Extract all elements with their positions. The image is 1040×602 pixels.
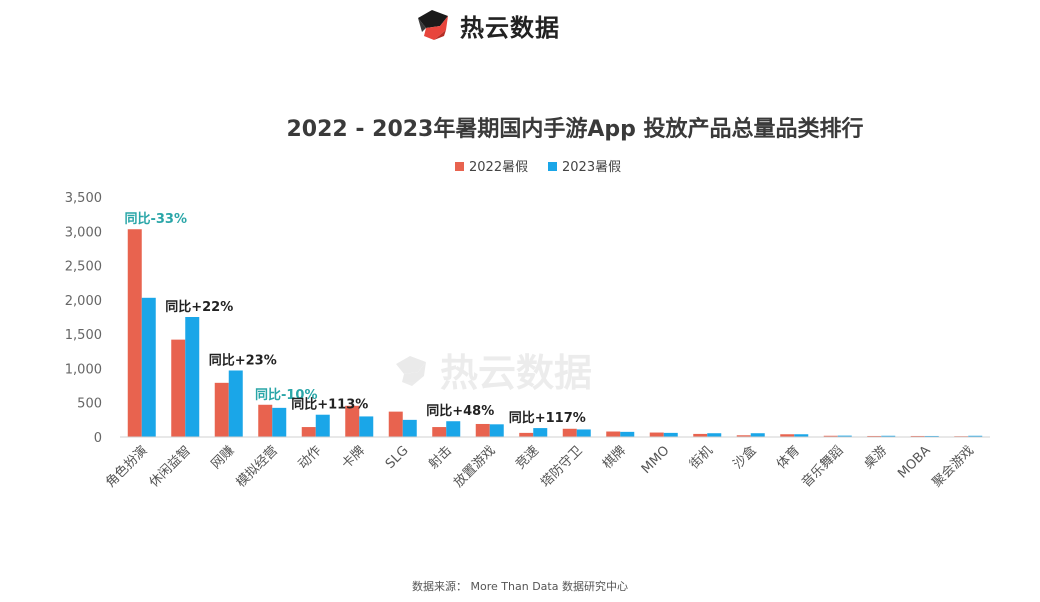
logo-text: 热云数据 xyxy=(460,13,560,42)
x-category-label: 射击 xyxy=(425,443,455,473)
bar-2022 xyxy=(736,435,751,437)
bar-2023 xyxy=(402,419,417,437)
y-tick-label: 1,500 xyxy=(65,328,102,343)
yoy-annotation: 同比-10% xyxy=(255,387,318,403)
annotations-group: 同比-33% 同比+22% 同比+23% 同比-10%同比+113% 同比+48% 同比+… xyxy=(124,211,585,426)
source-note: 数据来源： More Than Data 数据研究中心 xyxy=(412,580,628,593)
x-category-label: 卡牌 xyxy=(338,443,368,473)
x-category-label: 塔防守卫 xyxy=(537,443,585,491)
legend-label-1: 2022暑假 xyxy=(469,160,528,175)
bar-2022 xyxy=(780,434,795,437)
bar-2023 xyxy=(489,424,504,437)
bar-2022 xyxy=(910,435,925,437)
x-category-label: 休闲益智 xyxy=(147,443,194,490)
x-category-label: 放置游戏 xyxy=(451,443,498,490)
bar-2023 xyxy=(185,317,200,437)
yoy-annotation: 同比+23% xyxy=(209,352,277,368)
y-tick-label: 0 xyxy=(94,431,102,446)
yoy-annotation: 同比+22% xyxy=(165,299,233,315)
x-category-label: 动作 xyxy=(296,443,325,472)
bar-2022 xyxy=(127,229,142,437)
bar-2022 xyxy=(171,339,186,437)
legend-swatch-2 xyxy=(548,162,557,171)
bar-2023 xyxy=(228,370,243,437)
logo-icon xyxy=(418,10,448,40)
watermark-text: 热云数据 xyxy=(440,351,592,395)
bar-2023 xyxy=(446,421,461,437)
y-tick-label: 500 xyxy=(77,397,102,412)
bar-2022 xyxy=(258,404,273,437)
yoy-annotation: 同比+117% xyxy=(509,410,586,426)
bar-2022 xyxy=(519,432,534,437)
y-tick-label: 3,000 xyxy=(65,225,102,240)
bar-2023 xyxy=(881,435,896,437)
bar-2022 xyxy=(301,427,316,437)
x-category-label: 网赚 xyxy=(208,443,238,473)
bar-2023 xyxy=(576,429,591,437)
yoy-annotation: 同比+113% xyxy=(291,397,368,413)
bar-2023 xyxy=(272,407,287,437)
bar-2022 xyxy=(214,382,229,437)
y-tick-label: 3,500 xyxy=(65,191,102,206)
bar-2023 xyxy=(620,431,635,437)
x-category-label: MOBA xyxy=(895,443,933,481)
chart-legend: 2022暑假 2023暑假 xyxy=(455,160,621,175)
y-tick-label: 2,000 xyxy=(65,294,102,309)
x-category-label: 音乐舞蹈 xyxy=(798,443,846,491)
x-category-label: 聚会游戏 xyxy=(930,443,977,490)
bar-2022 xyxy=(606,431,621,437)
bar-2023 xyxy=(533,428,548,437)
bar-2023 xyxy=(663,432,678,437)
x-category-label: 桌游 xyxy=(861,443,890,472)
watermark: 热云数据 xyxy=(396,351,592,395)
y-axis: 0 500 1,000 1,500 2,000 2,500 3,000 3,500 xyxy=(65,191,102,446)
bar-2023 xyxy=(359,416,374,437)
x-category-label: 角色扮演 xyxy=(102,443,150,491)
x-category-label: 竞速 xyxy=(512,443,542,473)
x-category-label: 棋牌 xyxy=(599,443,629,473)
brand-logo: 热云数据 xyxy=(414,6,560,44)
yoy-annotation: 同比-33% xyxy=(124,211,187,227)
bar-2023 xyxy=(315,414,330,437)
x-category-label: 体育 xyxy=(773,443,803,473)
bar-2022 xyxy=(823,435,838,437)
bar-2022 xyxy=(867,435,882,437)
legend-swatch-1 xyxy=(455,162,464,171)
y-tick-label: 2,500 xyxy=(65,260,102,275)
bars-group xyxy=(127,229,983,437)
chart-title: 2022 - 2023年暑期国内手游App 投放产品总量品类排行 xyxy=(286,116,863,142)
watermark-logo-icon xyxy=(396,356,426,386)
bar-2022 xyxy=(649,432,664,437)
x-category-label: 模拟经营 xyxy=(234,443,281,490)
bar-2022 xyxy=(562,428,577,437)
bar-2022 xyxy=(345,405,360,437)
bar-2023 xyxy=(794,434,809,437)
x-category-label: SLG xyxy=(383,443,412,472)
bar-2022 xyxy=(475,423,490,437)
bar-2023 xyxy=(750,433,765,437)
x-category-label: 沙盒 xyxy=(730,443,760,473)
y-tick-label: 1,000 xyxy=(65,362,102,377)
bar-2022 xyxy=(693,433,708,437)
bar-2023 xyxy=(837,435,852,437)
bar-2022 xyxy=(432,427,447,437)
x-category-label: 街机 xyxy=(687,443,716,472)
bar-2023 xyxy=(141,297,156,437)
bar-2023 xyxy=(968,435,983,437)
bar-2023 xyxy=(924,435,939,437)
bar-2023 xyxy=(707,433,722,437)
x-category-label: MMO xyxy=(639,443,673,477)
legend-label-2: 2023暑假 xyxy=(562,160,621,175)
bar-2022 xyxy=(388,411,403,437)
yoy-annotation: 同比+48% xyxy=(426,403,494,419)
